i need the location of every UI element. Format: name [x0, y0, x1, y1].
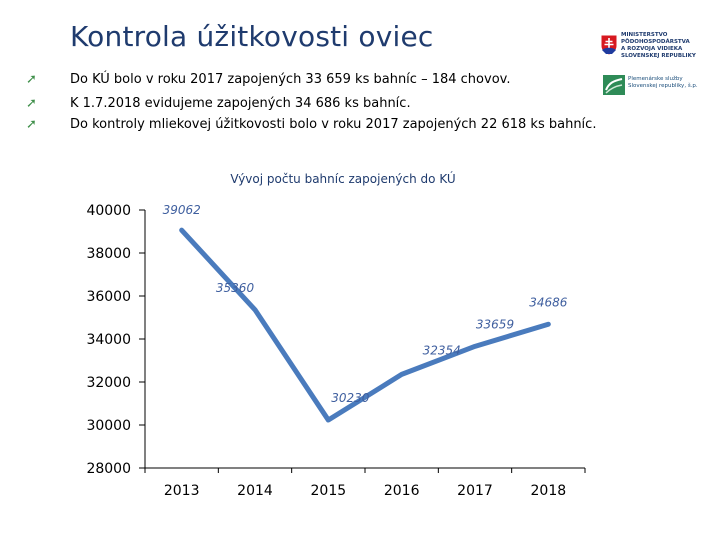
- data-series: [179, 227, 551, 423]
- trend-arrow-icon: ➚: [26, 96, 37, 111]
- data-point: [253, 307, 257, 312]
- series-line: [179, 227, 551, 423]
- bullet-text: K 1.7.2018 evidujeme zapojených 34 686 k…: [70, 96, 411, 111]
- data-label: 34686: [529, 295, 568, 309]
- breeding-service-logo: Plemenárske služby Slovenskej republiky,…: [600, 74, 712, 96]
- data-label: 35360: [216, 281, 255, 295]
- y-tick-label: 38000: [86, 246, 131, 262]
- data-point: [399, 372, 404, 377]
- y-tick-label: 40000: [86, 203, 131, 219]
- data-point: [326, 418, 331, 423]
- x-tick-label: 2018: [531, 483, 567, 499]
- y-tick-label: 34000: [86, 332, 131, 348]
- coat-of-arms-icon: [600, 34, 618, 56]
- bullet-text: Do KÚ bolo v roku 2017 zapojených 33 659…: [70, 72, 511, 87]
- trend-arrow-icon: ➚: [26, 117, 37, 132]
- ministry-logo-text: MINISTERSTVO PÔDOHOSPODÁRSTVA A ROZVOJA …: [621, 32, 696, 59]
- breeding-logo-text: Plemenárske služby Slovenskej republiky,…: [628, 76, 698, 89]
- data-point: [179, 228, 184, 233]
- data-label: 39062: [163, 203, 201, 217]
- y-tick-label: 28000: [86, 461, 131, 477]
- data-point: [473, 344, 477, 349]
- data-point: [546, 322, 551, 327]
- x-tick-label: 2013: [164, 483, 200, 499]
- data-label: 33659: [476, 317, 514, 331]
- y-tick-label: 32000: [86, 375, 131, 391]
- x-tick-label: 2015: [311, 483, 347, 499]
- x-axis: 2013 2014 2015 2016 2017 2018: [144, 467, 586, 499]
- trend-arrow-icon: ➚: [26, 72, 37, 87]
- data-labels: 39062 35360 30230 32354 33659 34686: [163, 203, 568, 405]
- y-tick-label: 30000: [86, 418, 131, 434]
- breeding-logo-icon: [603, 75, 625, 95]
- y-tick-label: 36000: [86, 289, 131, 305]
- x-tick-label: 2014: [237, 483, 273, 499]
- ministry-logo: MINISTERSTVO PÔDOHOSPODÁRSTVA A ROZVOJA …: [600, 32, 712, 72]
- bullet-text: Do kontroly mliekovej úžitkovosti bolo v…: [70, 117, 597, 132]
- slide-title: Kontrola úžitkovosti oviec: [70, 20, 434, 53]
- y-axis: 40000 38000 36000 34000 32000 30000 28000: [86, 203, 146, 477]
- x-tick-label: 2016: [384, 483, 420, 499]
- data-label: 32354: [423, 343, 461, 357]
- data-label: 30230: [331, 391, 370, 405]
- chart-title: Vývoj počtu bahníc zapojených do KÚ: [230, 171, 455, 186]
- x-tick-label: 2017: [457, 483, 493, 499]
